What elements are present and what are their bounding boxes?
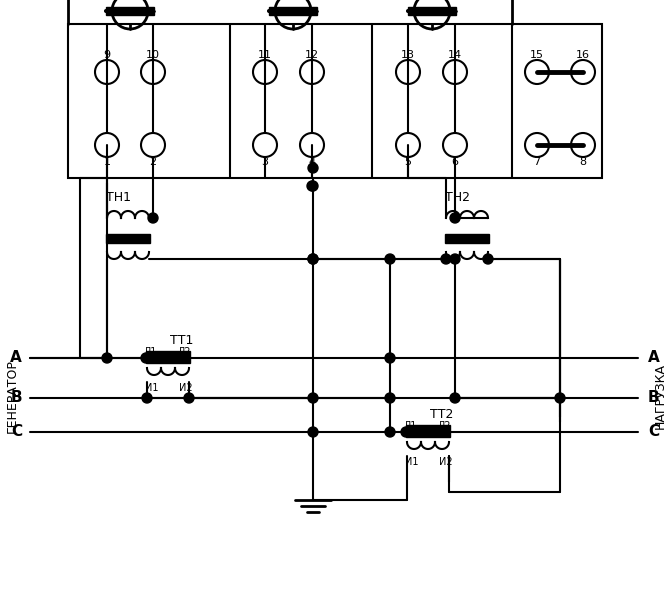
Circle shape bbox=[401, 427, 411, 437]
Text: 6: 6 bbox=[452, 157, 458, 167]
Text: 11: 11 bbox=[258, 50, 272, 60]
Text: 4: 4 bbox=[308, 157, 316, 167]
Circle shape bbox=[308, 181, 318, 191]
Circle shape bbox=[450, 254, 460, 264]
Text: НАГРУЗКА: НАГРУЗКА bbox=[653, 363, 667, 429]
Text: ТН2: ТН2 bbox=[445, 191, 470, 204]
Text: 3: 3 bbox=[261, 157, 269, 167]
Bar bbox=[146, 351, 190, 363]
Bar bbox=[106, 7, 154, 15]
Text: Л2: Л2 bbox=[178, 347, 191, 357]
Text: И1: И1 bbox=[145, 383, 159, 393]
Circle shape bbox=[308, 163, 318, 173]
Circle shape bbox=[142, 393, 152, 403]
Circle shape bbox=[385, 254, 395, 264]
Text: B: B bbox=[648, 391, 660, 406]
Circle shape bbox=[450, 393, 460, 403]
Text: 2: 2 bbox=[149, 157, 157, 167]
Circle shape bbox=[483, 254, 493, 264]
Text: 8: 8 bbox=[580, 157, 586, 167]
Text: B: B bbox=[10, 391, 22, 406]
Text: Л1: Л1 bbox=[403, 421, 417, 431]
Text: ГЕНЕРАТОР: ГЕНЕРАТОР bbox=[5, 359, 19, 433]
Text: ТТ1: ТТ1 bbox=[170, 334, 194, 346]
Bar bbox=[406, 425, 450, 437]
Circle shape bbox=[184, 393, 194, 403]
Circle shape bbox=[148, 213, 158, 223]
Circle shape bbox=[308, 254, 318, 264]
Circle shape bbox=[385, 393, 395, 403]
Circle shape bbox=[307, 181, 317, 191]
Text: C: C bbox=[11, 425, 22, 440]
Circle shape bbox=[385, 353, 395, 363]
Text: 5: 5 bbox=[405, 157, 411, 167]
Circle shape bbox=[102, 353, 112, 363]
Circle shape bbox=[308, 393, 318, 403]
Text: 1: 1 bbox=[103, 157, 111, 167]
Text: C: C bbox=[648, 425, 659, 440]
Text: 9: 9 bbox=[103, 50, 111, 60]
Text: Л2: Л2 bbox=[438, 421, 451, 431]
Text: 14: 14 bbox=[448, 50, 462, 60]
Circle shape bbox=[555, 393, 565, 403]
Text: ТН1: ТН1 bbox=[106, 191, 131, 204]
Circle shape bbox=[441, 254, 451, 264]
Text: Л1: Л1 bbox=[143, 347, 157, 357]
Bar bbox=[408, 7, 456, 15]
Circle shape bbox=[308, 254, 318, 264]
Text: И1: И1 bbox=[405, 457, 419, 467]
Text: 12: 12 bbox=[305, 50, 319, 60]
Text: A: A bbox=[10, 350, 22, 365]
Circle shape bbox=[308, 427, 318, 437]
Text: 10: 10 bbox=[146, 50, 160, 60]
Bar bbox=[106, 234, 150, 243]
Text: A: A bbox=[648, 350, 660, 365]
Text: ТТ2: ТТ2 bbox=[430, 407, 454, 420]
Bar bbox=[269, 7, 317, 15]
Bar bbox=[68, 24, 602, 178]
Text: 16: 16 bbox=[576, 50, 590, 60]
Text: И2: И2 bbox=[440, 457, 453, 467]
Circle shape bbox=[450, 213, 460, 223]
Text: 13: 13 bbox=[401, 50, 415, 60]
Text: 7: 7 bbox=[533, 157, 541, 167]
Circle shape bbox=[141, 353, 151, 363]
Text: 15: 15 bbox=[530, 50, 544, 60]
Bar bbox=[445, 234, 489, 243]
Circle shape bbox=[385, 427, 395, 437]
Text: И2: И2 bbox=[179, 383, 193, 393]
